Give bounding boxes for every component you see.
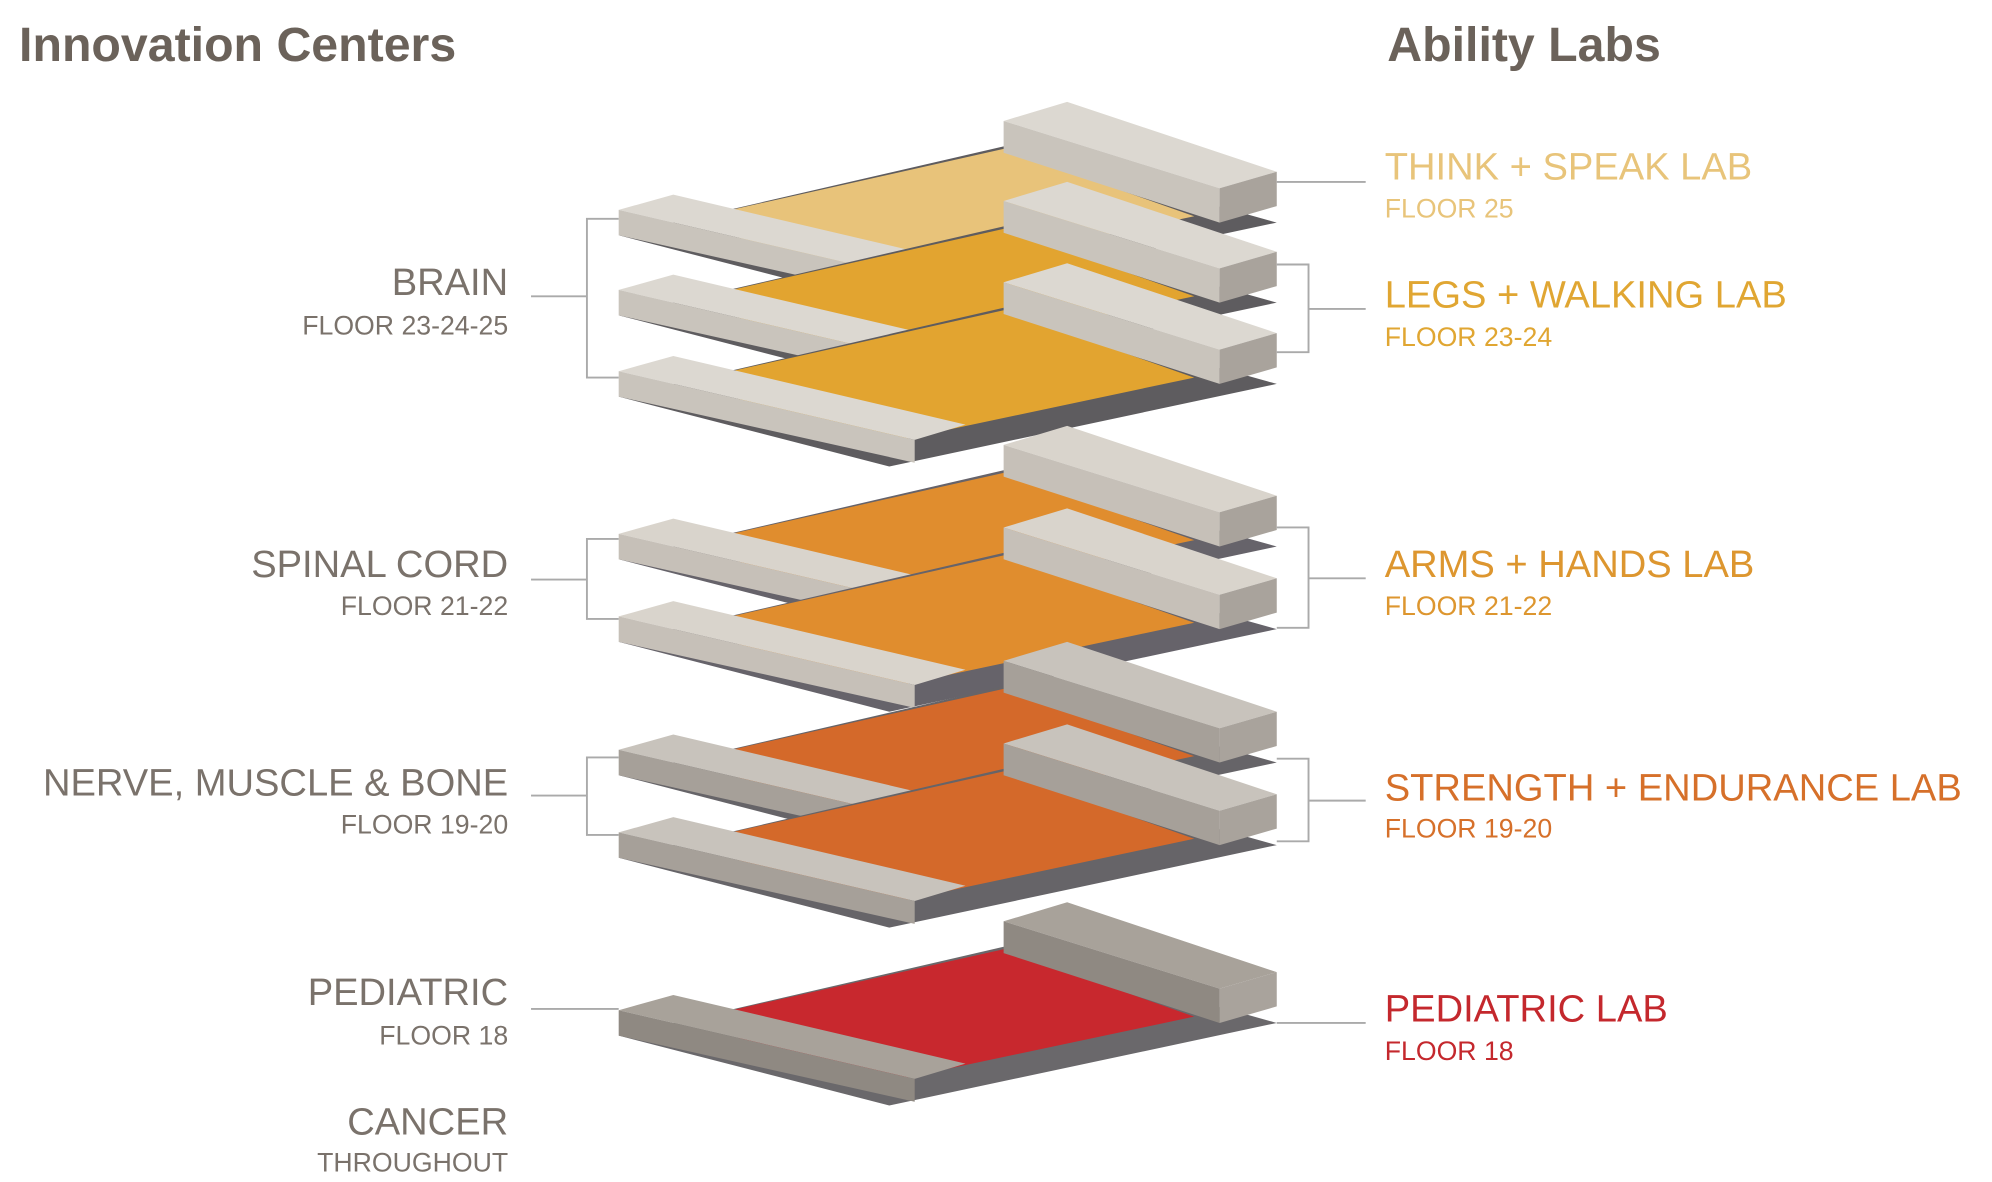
bracket — [1276, 526, 1366, 629]
center-floor: FLOOR 21-22 — [341, 591, 508, 621]
center-name: BRAIN — [392, 262, 508, 304]
lab-floor: FLOOR 23-24 — [1385, 322, 1553, 352]
floor-shape — [1003, 508, 1277, 595]
floor-shape — [1003, 101, 1277, 189]
floor-shape — [1003, 641, 1277, 729]
floor-shape — [1003, 724, 1277, 811]
floor-shape — [618, 817, 966, 901]
floor-shape — [1003, 425, 1277, 513]
floor-shape — [1003, 527, 1220, 630]
floor-shape — [618, 734, 966, 819]
lab-name: ARMS + HANDS LAB — [1385, 544, 1755, 586]
center-name: PEDIATRIC — [308, 972, 508, 1014]
floor-shape — [1003, 660, 1220, 763]
floor-shape — [1219, 251, 1277, 303]
center-name: CANCER — [347, 1102, 508, 1144]
floor-shape — [1003, 200, 1220, 303]
floor-shape — [1003, 444, 1220, 547]
floor-shape — [1219, 972, 1277, 1023]
center-floor: FLOOR 18 — [379, 1021, 508, 1051]
floor-shape — [618, 371, 915, 463]
floor-shape — [1219, 171, 1277, 223]
floor-shape — [618, 601, 966, 686]
floor-shape — [618, 518, 966, 603]
floor-shape — [1003, 902, 1277, 989]
lab-floor: FLOOR 19-20 — [1385, 813, 1552, 843]
floor-shape — [1003, 743, 1220, 846]
floor-shape — [1003, 263, 1277, 350]
bracket — [531, 756, 619, 836]
lab-name: STRENGTH + ENDURANCE LAB — [1385, 768, 1962, 810]
center-floor: FLOOR 19-20 — [341, 810, 508, 840]
bracket — [1276, 263, 1366, 354]
floor-shape — [618, 994, 966, 1079]
lab-floor: FLOOR 25 — [1385, 194, 1514, 224]
floor-shape — [1003, 282, 1220, 384]
lab-floor: FLOOR 18 — [1385, 1036, 1514, 1066]
floor-shape — [1219, 794, 1277, 846]
brackets — [531, 180, 1366, 1024]
bracket — [1276, 757, 1366, 843]
center-name: SPINAL CORD — [251, 544, 508, 586]
floors — [618, 101, 1277, 1106]
lab-name: PEDIATRIC LAB — [1385, 989, 1668, 1031]
center-floor: FLOOR 23-24-25 — [302, 310, 508, 340]
floor-shape — [1219, 711, 1277, 763]
floor-shape — [1003, 120, 1220, 223]
bracket — [531, 217, 619, 379]
floor-shape — [1219, 495, 1277, 547]
floor-shape — [618, 355, 966, 440]
bracket — [531, 537, 619, 620]
floor-shape — [1003, 181, 1277, 269]
floor-shape — [618, 832, 915, 924]
floor-shape — [618, 1010, 915, 1102]
floor-shape — [1003, 921, 1220, 1023]
lab-name: THINK + SPEAK LAB — [1385, 146, 1752, 188]
floor-shape — [1219, 578, 1277, 630]
center-name: NERVE, MUSCLE & BONE — [43, 763, 508, 805]
lab-name: LEGS + WALKING LAB — [1385, 275, 1787, 317]
lab-floor: FLOOR 21-22 — [1385, 591, 1552, 621]
center-floor: THROUGHOUT — [317, 1148, 508, 1178]
left-title: Innovation Centers — [19, 18, 456, 72]
floor-shape — [618, 616, 915, 708]
floor-shape — [1219, 333, 1277, 384]
right-title: Ability Labs — [1387, 18, 1661, 72]
